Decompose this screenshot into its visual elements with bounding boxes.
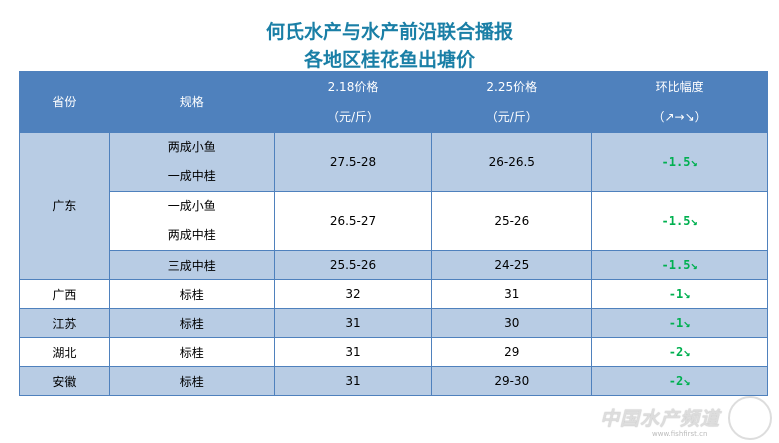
header-price-1-label: 2.18价格	[327, 80, 379, 94]
watermark-logo: 中国水产频道	[600, 408, 721, 430]
globe-logo-icon	[728, 396, 772, 440]
price-table: 省份 规格 2.18价格 （元/斤） 2.25价格 （元/斤） 环比幅度 （↗→↘） …	[19, 71, 768, 396]
change-cell: -1.5↘	[591, 250, 768, 280]
table-row: 广西 标桂 32 31 -1↘	[19, 279, 768, 309]
province-cell: 广西	[19, 279, 110, 309]
header-spec: 规格	[108, 71, 275, 133]
table-row: 江苏 标桂 31 30 -1↘	[19, 308, 768, 338]
title-line-1: 何氏水产与水产前沿联合播报	[265, 21, 513, 43]
province-cell: 湖北	[19, 337, 110, 367]
price-2-cell: 31	[431, 279, 593, 309]
change-cell: -1↘	[591, 279, 768, 309]
price-2-cell: 24-25	[431, 250, 593, 280]
change-cell: -2↘	[591, 337, 768, 367]
change-cell: -1.5↘	[591, 191, 768, 251]
price-1-cell: 32	[273, 279, 433, 309]
header-change: 环比幅度 （↗→↘）	[591, 71, 768, 133]
price-1-cell: 31	[273, 366, 433, 396]
spec-cell: 标桂	[108, 337, 275, 367]
table-row: 湖北 标桂 31 29 -2↘	[19, 337, 768, 367]
spec-line: 两成小鱼	[167, 140, 216, 154]
header-price-1: 2.18价格 （元/斤）	[273, 71, 433, 133]
province-cell: 广东	[19, 132, 110, 280]
spec-cell: 两成小鱼 一成中桂	[108, 132, 275, 192]
price-2-cell: 30	[431, 308, 593, 338]
spec-line: 一成中桂	[167, 169, 216, 183]
spec-line: 一成小鱼	[167, 199, 216, 213]
table-row: 三成中桂 25.5-26 24-25 -1.5↘	[19, 250, 768, 280]
price-1-cell: 31	[273, 337, 433, 367]
spec-cell: 标桂	[108, 308, 275, 338]
price-1-cell: 27.5-28	[273, 132, 433, 192]
spec-cell: 标桂	[108, 279, 275, 309]
header-price-1-unit: （元/斤）	[326, 110, 379, 124]
change-cell: -2↘	[591, 366, 768, 396]
spec-cell: 一成小鱼 两成中桂	[108, 191, 275, 251]
price-1-cell: 25.5-26	[273, 250, 433, 280]
change-cell: -1↘	[591, 308, 768, 338]
title-line-2: 各地区桂花鱼出塘价	[303, 49, 475, 71]
spec-cell: 三成中桂	[108, 250, 275, 280]
price-2-cell: 29-30	[431, 366, 593, 396]
watermark-url: www.fishfirst.cn	[652, 430, 708, 438]
province-cell: 江苏	[19, 308, 110, 338]
price-1-cell: 26.5-27	[273, 191, 433, 251]
header-price-2: 2.25价格 （元/斤）	[431, 71, 593, 133]
change-cell: -1.5↘	[591, 132, 768, 192]
price-2-cell: 29	[431, 337, 593, 367]
price-1-cell: 31	[273, 308, 433, 338]
price-2-cell: 25-26	[431, 191, 593, 251]
spec-line: 两成中桂	[167, 228, 216, 242]
header-province: 省份	[19, 71, 110, 133]
price-2-cell: 26-26.5	[431, 132, 593, 192]
header-price-2-unit: （元/斤）	[485, 110, 538, 124]
header-price-2-label: 2.25价格	[486, 80, 538, 94]
spec-cell: 标桂	[108, 366, 275, 396]
header-change-unit: （↗→↘）	[652, 110, 707, 124]
header-change-label: 环比幅度	[655, 80, 704, 94]
header-row: 省份 规格 2.18价格 （元/斤） 2.25价格 （元/斤） 环比幅度 （↗→↘）	[19, 71, 768, 133]
table-row: 广东 两成小鱼一成中桂 27.5-28 26-26.5 -1.5↘	[19, 132, 768, 280]
table-row: 一成小鱼两成中桂 26.5-27 25-26 -1.5↘	[19, 191, 768, 251]
table-row: 安徽 标桂 31 29-30 -2↘	[19, 366, 768, 396]
province-cell: 安徽	[19, 366, 110, 396]
